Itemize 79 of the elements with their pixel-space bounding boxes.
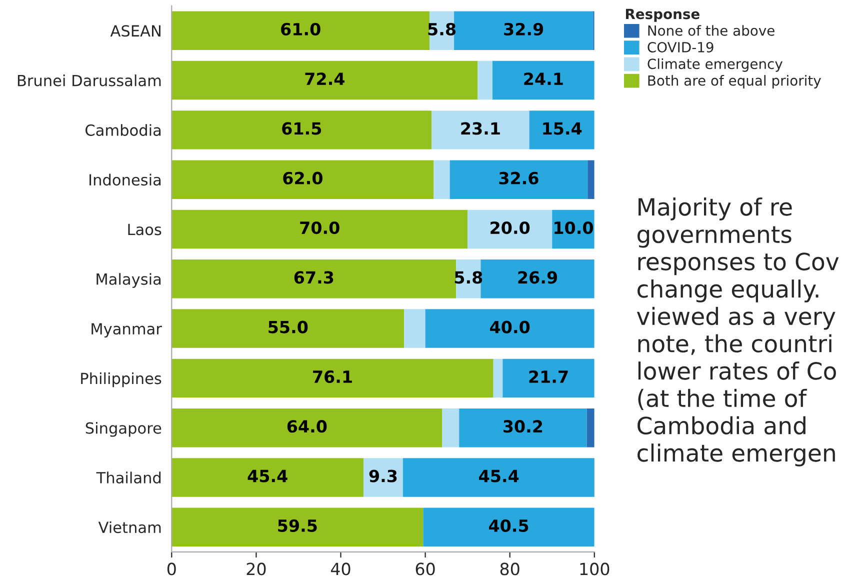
data-label: 32.6 [499, 172, 538, 184]
data-label: 72.4 [305, 72, 344, 85]
x-tick-label: 60 [416, 562, 435, 576]
bar [364, 458, 403, 497]
bar [172, 210, 468, 249]
data-label: 40.0 [490, 320, 530, 334]
data-label: 61.0 [281, 22, 320, 36]
data-label: 62.0 [283, 172, 322, 184]
legend-label: Both are of equal priority [648, 75, 821, 88]
y-tick-label: Cambodia [86, 124, 161, 136]
data-label: 24.1 [524, 72, 563, 85]
bar [172, 508, 424, 546]
bar [172, 408, 442, 448]
bar [172, 358, 494, 398]
x-tick-label: 40 [330, 562, 350, 576]
x-tick-label: 100 [580, 562, 610, 576]
y-tick-label: Singapore [86, 422, 162, 437]
data-label: 21.7 [529, 370, 568, 383]
data-label: 76.1 [313, 370, 352, 384]
bar [172, 110, 432, 150]
data-label: 61.5 [282, 122, 322, 135]
bar [172, 260, 456, 298]
data-label: 45.4 [248, 470, 288, 482]
data-label: 67.3 [294, 271, 334, 284]
data-label: 30.2 [503, 420, 542, 433]
bar [402, 458, 594, 497]
data-label: 40.5 [488, 519, 528, 532]
y-tick-label: Thailand [96, 472, 161, 484]
bar [442, 408, 460, 448]
data-label: 26.9 [518, 271, 558, 284]
bar [172, 60, 478, 100]
y-tick-label: Indonesia [90, 174, 161, 186]
data-label: 55.0 [268, 320, 308, 334]
bar [432, 110, 530, 150]
legend-label: None of the above [648, 25, 774, 36]
legend-title: Response [626, 8, 700, 22]
data-label: 10.0 [554, 221, 594, 234]
y-tick-label: Laos [128, 224, 162, 236]
bar [468, 210, 552, 249]
bar [529, 110, 594, 150]
data-label: 59.5 [278, 519, 317, 532]
bar [434, 160, 450, 199]
y-tick-label: Philippines [81, 372, 162, 388]
bar [172, 458, 364, 497]
data-label: 64.0 [287, 420, 327, 433]
y-tick-label: Brunei Darussalam [18, 74, 161, 86]
bar [172, 160, 434, 199]
legend-label: COVID-19 [648, 42, 714, 52]
data-label: 23.1 [461, 122, 500, 135]
legend-label: Climate emergency [648, 58, 782, 72]
bar [493, 358, 503, 398]
bar [459, 408, 587, 448]
data-label: 32.9 [504, 22, 544, 36]
data-label: 15.4 [543, 122, 582, 135]
bar [480, 260, 594, 298]
bar [492, 60, 594, 100]
bar [478, 60, 493, 100]
bar [450, 160, 588, 199]
data-label: 70.0 [300, 221, 340, 234]
bar [423, 508, 594, 546]
bar [425, 309, 594, 348]
x-tick-label: 20 [246, 562, 266, 576]
text: Majority of re governments responses to Cov change equally. viewed as a very note, the countri lower rates of Co (at the time of Cambodia and climate emergen [636, 198, 839, 466]
bar [502, 358, 594, 398]
data-label: 45.4 [479, 470, 519, 482]
bar [454, 11, 594, 50]
bar [586, 408, 594, 448]
x-tick-label: 0 [167, 562, 176, 576]
bar [588, 160, 594, 199]
y-tick-label: Malaysia [96, 273, 161, 288]
bar [172, 11, 430, 50]
bar [404, 309, 426, 348]
data-label: 20.0 [490, 221, 530, 234]
y-tick-label: Myanmar [92, 323, 162, 338]
bar [172, 309, 404, 348]
x-tick-label: 80 [500, 562, 520, 576]
y-tick-label: Vietnam [98, 521, 161, 534]
y-tick-label: ASEAN [110, 25, 160, 37]
data-label: 9.3 [369, 470, 397, 482]
